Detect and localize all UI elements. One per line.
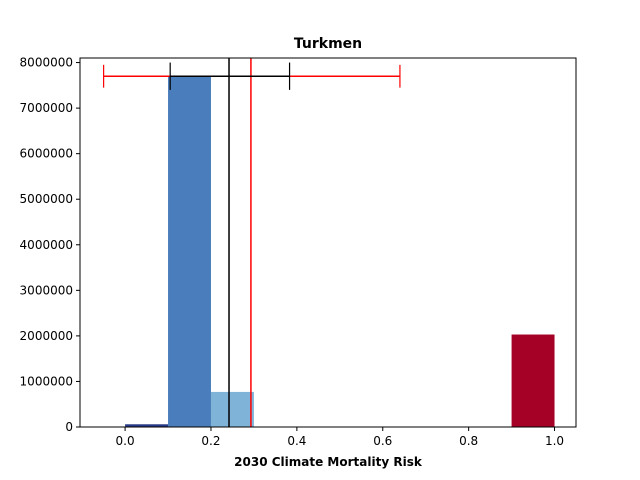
y-tick-label: 7000000 bbox=[20, 101, 73, 115]
histogram-bar-3 bbox=[511, 334, 555, 427]
histogram-bar-1 bbox=[168, 76, 211, 427]
x-tick-label: 1.0 bbox=[545, 434, 564, 448]
x-tick-label: 0.0 bbox=[116, 434, 135, 448]
reference-lines-layer bbox=[103, 58, 401, 427]
x-axis: 0.0 0.2 0.4 0.6 0.8 1.0 bbox=[116, 427, 564, 448]
y-axis: 0 1000000 2000000 3000000 4000000 5000000 6000… bbox=[20, 56, 80, 434]
x-tick-label: 0.6 bbox=[373, 434, 392, 448]
y-tick-label: 4000000 bbox=[20, 238, 73, 252]
y-tick-label: 0 bbox=[65, 420, 73, 434]
y-tick-label: 1000000 bbox=[20, 374, 73, 388]
y-tick-label: 3000000 bbox=[20, 283, 73, 297]
chart-title: Turkmen bbox=[294, 36, 362, 52]
histogram-bar-0 bbox=[125, 424, 169, 427]
histogram-bar-2 bbox=[210, 391, 254, 427]
plot-frame bbox=[79, 57, 577, 428]
x-tick-label: 0.8 bbox=[459, 434, 478, 448]
x-tick-label: 0.4 bbox=[287, 434, 306, 448]
y-tick-label: 2000000 bbox=[20, 329, 73, 343]
y-tick-label: 6000000 bbox=[20, 147, 73, 161]
bars-layer bbox=[125, 76, 555, 427]
x-tick-label: 0.2 bbox=[201, 434, 220, 448]
x-axis-label: 2030 Climate Mortality Risk bbox=[234, 455, 423, 469]
y-tick-label: 8000000 bbox=[20, 56, 73, 70]
y-tick-label: 5000000 bbox=[20, 192, 73, 206]
